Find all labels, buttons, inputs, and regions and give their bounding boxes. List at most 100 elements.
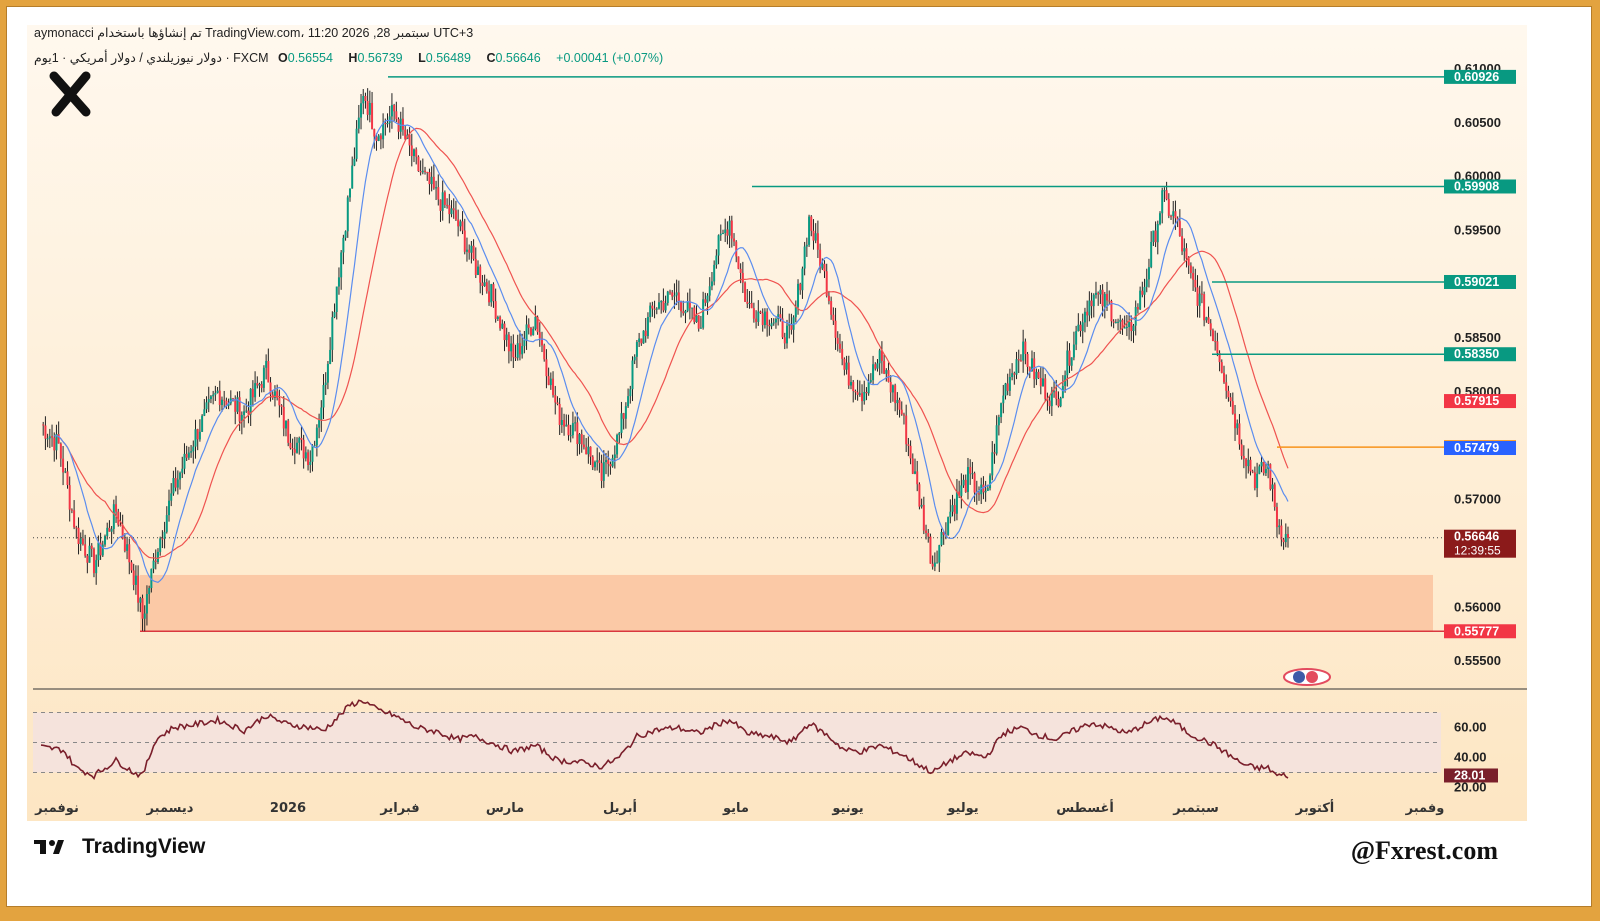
price-tick-label: 0.58500	[1454, 330, 1501, 345]
candle-body	[1077, 324, 1080, 332]
candle-body	[192, 446, 195, 452]
candle-body	[797, 283, 800, 307]
candle-body	[788, 324, 791, 326]
candle-body	[298, 437, 301, 443]
candle-body	[900, 409, 903, 415]
candle-body	[291, 448, 294, 450]
candle-body	[1145, 279, 1148, 287]
candle-body	[598, 460, 601, 464]
candle-body	[682, 311, 685, 314]
candle-body	[907, 444, 910, 446]
candle-body	[1055, 391, 1058, 400]
candle-body	[777, 314, 780, 319]
candle-body	[825, 271, 828, 296]
candle-body	[488, 291, 491, 303]
candle-body	[258, 384, 261, 386]
candle-body	[130, 562, 133, 571]
candle-body	[821, 263, 824, 269]
candle-body	[845, 362, 848, 370]
candle-body	[212, 394, 215, 397]
candle-body	[333, 311, 336, 318]
tradingview-logo[interactable]: TradingView	[34, 835, 205, 859]
candle-body	[836, 337, 839, 344]
price-tick-label: 0.56000	[1454, 599, 1501, 614]
candle-body	[364, 95, 367, 101]
candle-body	[1083, 311, 1086, 323]
candle-body	[600, 463, 603, 481]
candle-body	[964, 479, 967, 492]
price-label-text: 0.55777	[1454, 624, 1499, 638]
candle-body	[254, 383, 257, 398]
candle-body	[752, 308, 755, 319]
candle-body	[697, 315, 700, 329]
candle-body	[721, 233, 724, 235]
candle-body	[273, 391, 276, 398]
candle-body	[863, 391, 866, 402]
symbol-name[interactable]: دولار نيوزيلندي / دولار أمريكي · 1يوم · …	[34, 51, 269, 65]
candle-body	[885, 370, 888, 374]
candle-body	[576, 422, 579, 444]
candle-body	[1101, 289, 1104, 307]
candle-body	[404, 129, 407, 139]
price-label-badge	[1444, 347, 1516, 362]
candle-body	[300, 437, 303, 440]
candle-body	[978, 493, 981, 495]
candle-body	[916, 471, 919, 485]
candle-body	[686, 301, 689, 311]
candle-body	[783, 337, 786, 344]
candle-body	[1075, 331, 1078, 345]
candle-body	[53, 437, 56, 451]
candle-body	[635, 341, 638, 357]
candle-body	[479, 266, 482, 283]
candle-body	[1099, 289, 1102, 295]
candle-body	[876, 363, 879, 369]
candle-body	[693, 307, 696, 323]
candle-body	[1088, 300, 1091, 316]
candle-body	[880, 350, 883, 361]
candle-body	[450, 208, 453, 215]
ohlc-bar: دولار نيوزيلندي / دولار أمريكي · 1يوم · …	[34, 50, 669, 65]
candle-body	[280, 405, 283, 407]
candle-body	[699, 327, 702, 329]
candle-body	[115, 504, 118, 512]
candle-body	[611, 457, 614, 467]
candle-body	[1046, 398, 1049, 401]
candle-body	[481, 282, 484, 286]
price-label-badge	[1444, 394, 1516, 409]
candle-body	[666, 291, 669, 303]
candle-body	[198, 431, 201, 440]
candle-body	[746, 301, 749, 304]
candle-body	[878, 350, 881, 364]
candle-body	[430, 176, 433, 185]
candle-body	[126, 544, 129, 551]
candle-body	[607, 460, 610, 464]
candle-body	[993, 452, 996, 454]
candle-body	[549, 378, 552, 386]
candle-body	[152, 560, 155, 569]
candle-body	[949, 511, 952, 518]
candle-body	[1192, 273, 1195, 280]
candle-body	[1139, 290, 1142, 310]
us-flag-icon	[1283, 668, 1331, 686]
candle-body	[803, 246, 806, 269]
candle-body	[355, 128, 358, 159]
candle-body	[865, 391, 868, 394]
candle-body	[1278, 525, 1281, 528]
candle-body	[490, 284, 493, 303]
price-label-text: 0.59908	[1454, 179, 1499, 193]
candle-body	[1218, 352, 1221, 363]
candle-body	[995, 425, 998, 454]
candle-body	[838, 343, 841, 349]
candle-body	[918, 484, 921, 507]
candle-body	[512, 343, 515, 358]
ma-slow-line	[54, 127, 1289, 560]
candle-body	[872, 364, 875, 381]
candle-body	[1245, 459, 1248, 467]
candle-body	[282, 406, 285, 429]
candle-body	[969, 467, 972, 474]
candle-body	[1030, 358, 1033, 372]
candle-body	[713, 264, 716, 282]
candle-body	[42, 424, 45, 426]
candle-body	[1167, 199, 1170, 216]
